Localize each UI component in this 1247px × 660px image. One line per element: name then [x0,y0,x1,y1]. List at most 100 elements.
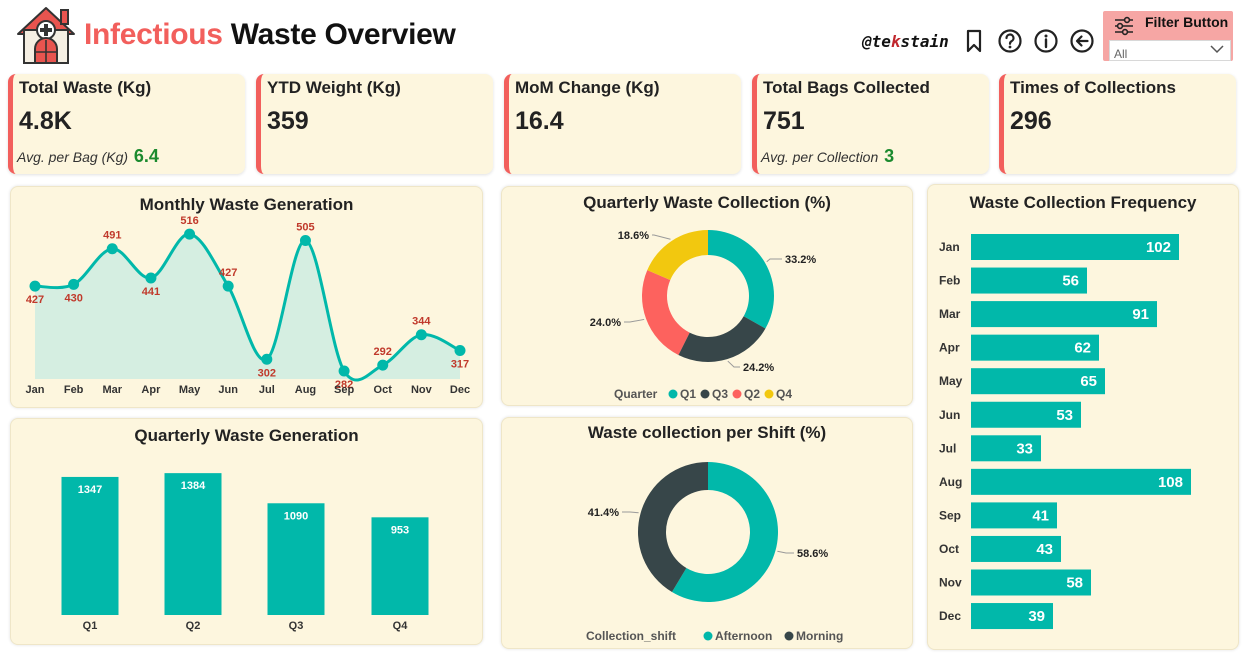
kpi-title: MoM Change (Kg) [515,78,660,97]
leader-line [624,318,645,323]
bar [971,401,1081,428]
x-tick-label: Nov [411,384,433,396]
x-tick-label: Jan [26,384,45,396]
bar [971,301,1157,328]
quarterly-collection-panel: Quarterly Waste Collection (%) 33.2% 24.2… [501,186,913,406]
x-tick-label: Oct [374,384,393,396]
bar [371,517,429,615]
bar [971,334,1099,361]
slice-value-label: 24.0% [590,317,621,329]
quarterly-generation-panel: Quarterly Waste Generation 1347 Q1 1384 Q2 1… [10,418,483,645]
author-handle: @tekstain [862,31,949,51]
bar [971,468,1191,495]
data-label: 302 [258,367,276,379]
bar [971,267,1087,294]
x-tick-label: Jul [259,384,275,396]
y-tick-label: Dec [939,609,961,623]
kpi-sub-label: Avg. per Bag (Kg) [17,149,129,165]
kpi-value: 4.8K [19,107,72,135]
kpi-card-mom-change: MoM Change (Kg) 16.4 [504,74,741,174]
bookmark-icon[interactable] [961,28,987,54]
filter-label: Filter Button [1145,14,1229,30]
bar-value-label: 33 [1016,440,1033,457]
bar-value-label: 1384 [181,480,206,492]
bar-value-label: 953 [391,524,409,536]
data-point [145,272,157,284]
bar-value-label: 1090 [284,510,308,522]
x-tick-label: Feb [64,384,84,396]
data-label: 427 [26,294,44,306]
legend-marker [784,631,794,641]
kpi-sub-value: 3 [884,146,895,166]
data-label: 441 [142,286,160,298]
kpi-card-total-bags: Total Bags Collected 751 Avg. per Collec… [752,74,989,174]
chart-title: Waste collection per Shift (%) [587,423,827,442]
data-label: 317 [451,359,469,371]
y-tick-label: Sep [939,508,961,522]
data-label: 427 [219,267,237,279]
x-tick-label: Apr [141,384,161,396]
sliders-icon [1115,16,1133,36]
quarterly-collection-chart: 33.2% 24.2% 24.0% 18.6% Quarter Q1 Q3 Q2 Q4 [590,230,816,401]
leader-line [766,258,782,263]
legend-label: Afternoon [715,629,772,643]
kpi-value: 359 [267,107,309,135]
filter-dropdown[interactable]: All [1109,40,1231,61]
data-point [261,353,273,365]
shift-collection-chart: 58.6% 41.4% Collection_shift Afternoon Morni… [586,462,843,643]
kpi-value: 16.4 [515,107,564,135]
x-tick-label: Q3 [289,620,304,632]
info-icon[interactable] [1033,28,1059,54]
legend-marker [764,389,774,399]
title-accent: Infectious [84,18,223,51]
data-point [415,329,427,341]
y-tick-label: Apr [939,341,960,355]
y-tick-label: Feb [939,274,960,288]
quarterly-generation-chart: 1347 Q1 1384 Q2 1090 Q3 953 Q4 [61,473,429,632]
leader-line [622,511,639,514]
y-tick-label: Oct [939,542,959,556]
leader-line [652,234,671,240]
y-tick-label: Aug [939,475,962,489]
slice-value-label: 58.6% [797,548,828,560]
y-tick-label: Jul [939,441,956,455]
help-icon[interactable] [997,28,1023,54]
y-tick-label: Mar [939,307,961,321]
legend-label: Morning [796,629,843,643]
kpi-sub: Avg. per Bag (Kg) 6.4 [17,146,159,167]
filter-selected-value: All [1114,47,1128,61]
data-label: 516 [180,215,198,227]
bar-value-label: 91 [1132,306,1149,323]
data-label: 505 [296,222,314,234]
toolbar: @tekstain [862,28,1095,54]
kpi-card-ytd-weight: YTD Weight (Kg) 359 [256,74,493,174]
back-arrow-icon[interactable] [1069,28,1095,54]
donut-slice [708,230,774,329]
kpi-title: YTD Weight (Kg) [267,78,401,97]
collection-frequency-chart: 102 Jan 56 Feb 91 Mar 62 Apr 65 May 53 Jun 33 Jul 108 A… [939,234,1191,630]
data-label: 430 [64,292,82,304]
donut-slice [647,230,708,280]
chart-title: Monthly Waste Generation [139,195,354,214]
legend-marker [668,389,678,399]
donut-slice [671,462,778,602]
x-tick-label: May [179,384,201,396]
monthly-waste-panel: Monthly Waste Generation 427 Jan 430 Feb 491… [10,186,483,408]
area-fill [35,234,460,381]
x-tick-label: Q4 [393,620,409,632]
bar [971,502,1057,529]
slice-value-label: 24.2% [743,362,774,374]
slice-value-label: 33.2% [785,254,816,266]
legend-label: Q1 [680,387,696,401]
kpi-card-times-of-collections: Times of Collections 296 [999,74,1236,174]
kpi-title: Total Waste (Kg) [19,78,152,97]
filter-button[interactable]: Filter Button All [1103,11,1233,61]
legend-marker [700,389,710,399]
legend-marker [703,631,713,641]
bar-value-label: 58 [1066,575,1083,592]
bar-value-label: 53 [1056,407,1073,424]
x-tick-label: Sep [334,384,354,396]
page-title: Infectious Waste Overview [84,18,456,52]
chevron-down-icon [1210,45,1224,54]
kpi-value: 751 [763,107,805,135]
